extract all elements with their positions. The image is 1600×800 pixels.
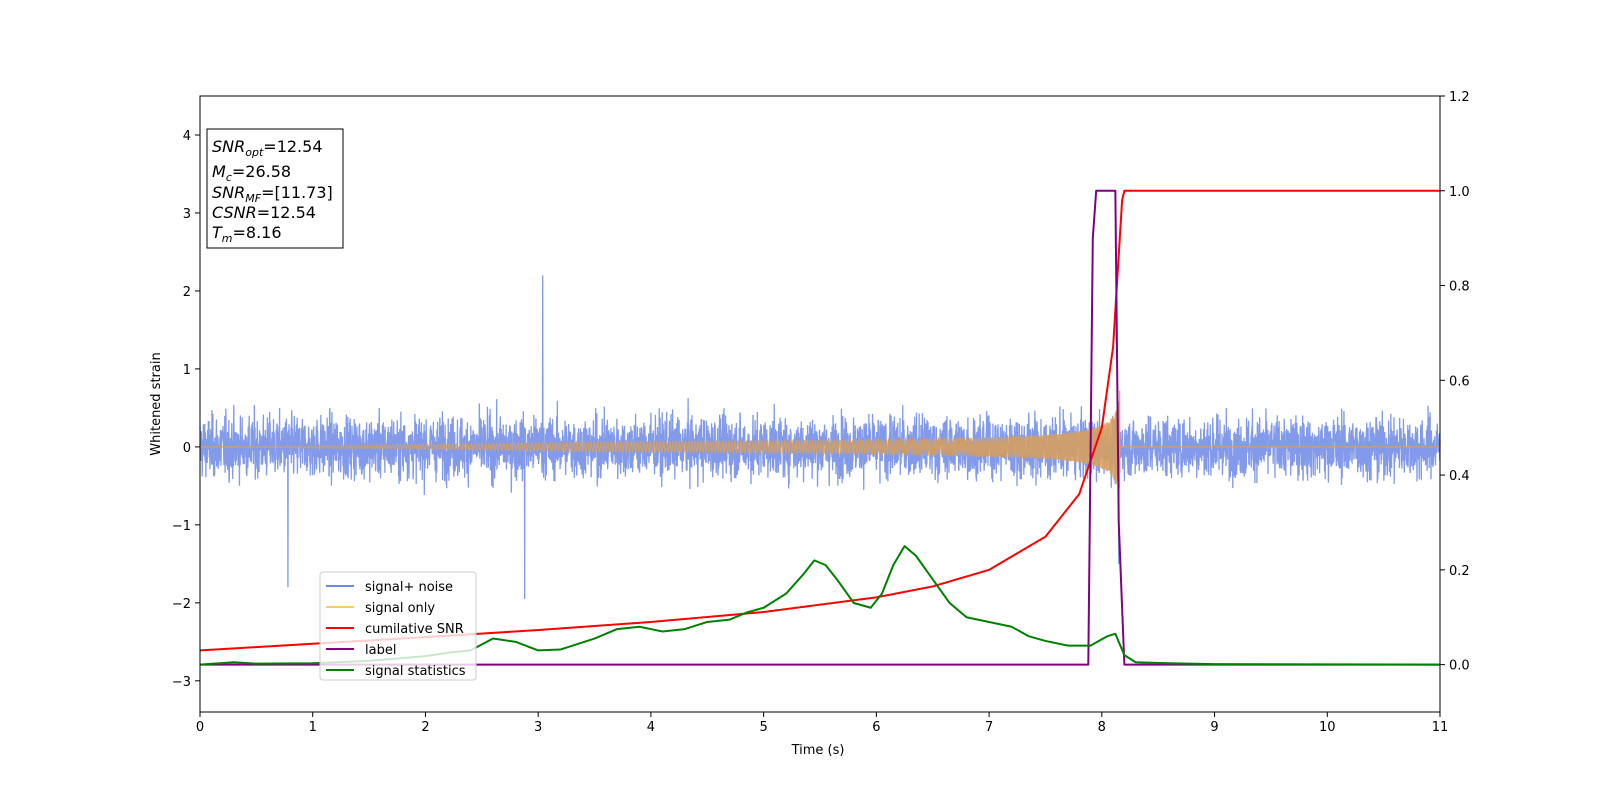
- left-y-tick-label: 4: [183, 129, 191, 144]
- series-signal-statistics-line: [199, 545, 1441, 666]
- annotation-symbol: T: [212, 223, 223, 242]
- y-axis-label: Whitened strain: [149, 352, 164, 455]
- x-tick-label: 4: [647, 720, 655, 735]
- annotation-value: =8.16: [233, 223, 282, 242]
- x-tick-label: 0: [196, 720, 204, 735]
- left-y-tick-label: −1: [172, 519, 191, 534]
- annotation-symbol: SNR: [212, 137, 245, 156]
- x-tick-label: 7: [985, 720, 993, 735]
- x-tick-label: 8: [1098, 720, 1106, 735]
- x-tick-label: 10: [1319, 720, 1336, 735]
- annotation-value: =12.54: [257, 203, 316, 222]
- legend-label: label: [365, 643, 396, 658]
- left-y-tick-label: 3: [183, 207, 191, 222]
- left-y-axis-ticks: −3 −2 −1 0 1 2 3 4: [172, 129, 200, 690]
- left-y-tick-label: −3: [172, 675, 191, 690]
- x-tick-label: 3: [534, 720, 542, 735]
- x-axis-label: Time (s): [791, 743, 845, 758]
- annotation-line: SNRMF=[11.73]: [212, 183, 333, 205]
- annotation-frame: [206, 128, 344, 249]
- legend-label: signal+ noise: [365, 580, 453, 595]
- x-tick-label: 6: [872, 720, 880, 735]
- legend-frame: [319, 571, 477, 681]
- right-y-tick-label: 0.0: [1449, 659, 1470, 674]
- annotation-line: Mc=26.58: [212, 162, 291, 184]
- right-y-tick-label: 0.2: [1449, 564, 1470, 579]
- annotation-line: Tm=8.16: [212, 223, 282, 245]
- series-signal-only-line: [200, 390, 1440, 498]
- left-y-tick-label: −2: [172, 597, 191, 612]
- annotation-line: CSNR=12.54: [212, 203, 316, 222]
- legend-label: signal only: [365, 601, 435, 616]
- series-label-line: [200, 189, 1440, 666]
- annotation-symbol: CSNR: [212, 203, 257, 222]
- annotation-box: SNRopt=12.54Mc=26.58SNRMF=[11.73]CSNR=12…: [206, 128, 344, 249]
- right-y-tick-label: 0.6: [1449, 374, 1470, 389]
- legend-label: cumilative SNR: [365, 622, 464, 637]
- x-tick-label: 1: [309, 720, 317, 735]
- annotation-line: SNRopt=12.54: [212, 137, 323, 159]
- axes-frame: [199, 95, 1441, 713]
- x-tick-label: 5: [759, 720, 767, 735]
- right-y-axis-ticks: 0.0 0.2 0.4 0.6 0.8 1.0 1.2: [1440, 90, 1470, 674]
- annotation-subscript: c: [226, 171, 232, 184]
- x-tick-label: 9: [1210, 720, 1218, 735]
- left-y-tick-label: 1: [183, 363, 191, 378]
- annotation-subscript: opt: [245, 146, 264, 159]
- legend-label: signal statistics: [365, 664, 466, 679]
- right-y-tick-label: 1.2: [1449, 90, 1470, 105]
- annotation-value: =[11.73]: [261, 183, 333, 202]
- x-tick-label: 2: [421, 720, 429, 735]
- annotation-value: =12.54: [263, 137, 322, 156]
- left-y-tick-label: 2: [183, 285, 191, 300]
- annotation-subscript: MF: [245, 192, 261, 205]
- right-y-tick-label: 1.0: [1449, 185, 1470, 200]
- left-y-tick-label: 0: [183, 441, 191, 456]
- right-y-tick-label: 0.8: [1449, 280, 1470, 295]
- right-y-tick-label: 0.4: [1449, 469, 1470, 484]
- x-axis-ticks: 0 1 2 3 4 5 6 7 8 9 10 11: [196, 712, 1448, 735]
- annotation-value: =26.58: [232, 162, 291, 181]
- annotation-symbol: M: [212, 162, 226, 181]
- annotation-subscript: m: [222, 232, 233, 245]
- annotation-symbol: SNR: [212, 183, 245, 202]
- x-tick-label: 11: [1432, 720, 1449, 735]
- series-signal-noise-line: [199, 275, 1441, 599]
- legend: signal+ noise signal only cumilative SNR la…: [319, 571, 477, 681]
